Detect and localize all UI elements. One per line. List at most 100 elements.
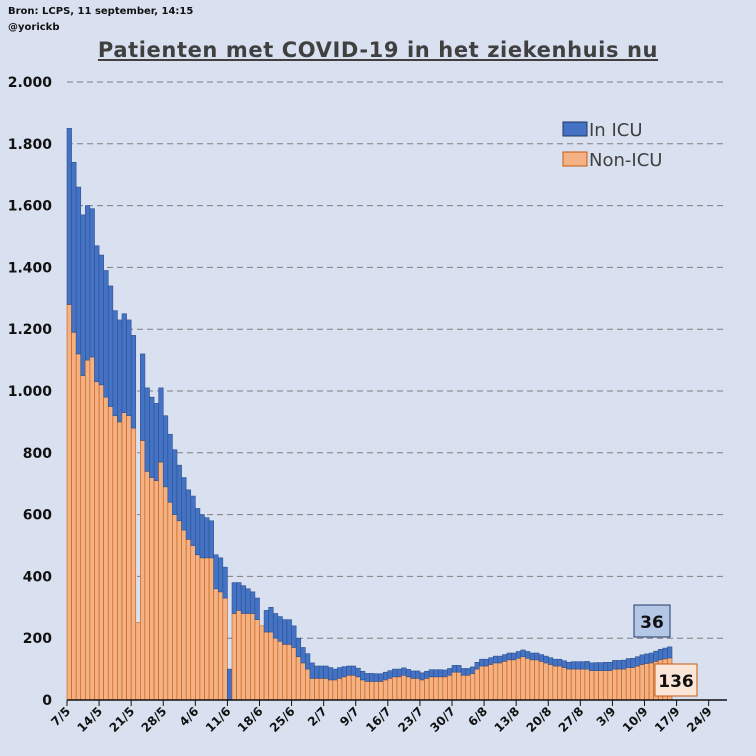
bar-non-icu	[529, 659, 535, 701]
bar-non-icu	[204, 557, 210, 701]
bar-non-icu	[153, 480, 159, 701]
bar-icu	[323, 665, 329, 679]
x-tick-label: 30/7	[427, 704, 458, 735]
bar-icu	[584, 661, 590, 670]
bar-non-icu	[525, 657, 531, 701]
bar-icu	[387, 670, 393, 679]
bar-non-icu	[71, 331, 77, 701]
bar-icu	[415, 670, 421, 679]
bar-icu	[506, 652, 512, 661]
latest-value-callouts: 36 136	[633, 604, 698, 697]
bar-icu	[75, 186, 82, 355]
bar-icu	[589, 662, 595, 671]
bar-icu	[208, 520, 214, 559]
bar-non-icu	[447, 674, 453, 701]
bar-icu	[277, 616, 283, 642]
bar-non-icu	[630, 667, 636, 701]
x-tick-label: 24/9	[684, 704, 715, 735]
bar-icu	[602, 662, 609, 671]
bar-icu	[639, 654, 645, 665]
bar-icu	[644, 653, 650, 664]
bar-icu	[190, 495, 196, 546]
bar-icu	[149, 396, 155, 478]
bar-icu	[447, 668, 453, 676]
bar-non-icu	[437, 676, 444, 701]
bar-non-icu	[607, 670, 613, 701]
bar-icu	[268, 606, 274, 633]
bar-non-icu	[341, 676, 347, 701]
bar-icu	[66, 128, 72, 305]
bar-icu	[424, 670, 430, 679]
bar-icu	[515, 651, 522, 659]
bar-non-icu	[405, 676, 412, 701]
bar-non-icu	[552, 665, 558, 701]
bar-non-icu	[295, 656, 302, 701]
y-tick-label: 1.200	[8, 322, 53, 338]
bar-non-icu	[282, 644, 288, 701]
bar-icu	[511, 652, 517, 661]
bar-non-icu	[263, 631, 269, 701]
bar-icu	[185, 489, 192, 540]
bar-icu	[667, 646, 673, 659]
bar-icu	[245, 588, 251, 614]
callout-box-icu	[633, 604, 671, 638]
bar-non-icu	[428, 676, 434, 701]
bar-non-icu	[433, 676, 439, 701]
bar-icu	[520, 649, 526, 658]
bar-icu	[465, 668, 471, 676]
bar-non-icu	[479, 665, 485, 701]
bar-non-icu	[451, 671, 457, 701]
bar-non-icu	[195, 554, 201, 701]
bar-non-icu	[217, 591, 224, 701]
bar-icu	[355, 667, 361, 678]
bar-non-icu	[419, 679, 425, 701]
x-tick-label: 18/6	[235, 704, 266, 735]
x-tick-label: 4/6	[177, 704, 202, 729]
bar-icu	[470, 666, 476, 675]
bar-non-icu	[570, 668, 577, 701]
bar-non-icu	[162, 486, 169, 701]
bar-icu	[557, 658, 563, 667]
bar-icu	[437, 669, 444, 678]
bar-non-icu	[323, 678, 329, 701]
bar-non-icu	[355, 676, 361, 701]
bar-icu	[337, 667, 343, 679]
bar-icu	[117, 319, 123, 423]
bar-non-icu	[117, 421, 123, 701]
bar-icu	[630, 657, 636, 668]
y-tick-label: 600	[23, 508, 52, 524]
bar-icu	[657, 649, 664, 661]
bar-non-icu	[158, 461, 164, 701]
bar-icu	[570, 661, 577, 670]
bar-non-icu	[534, 659, 540, 701]
bar-non-icu	[314, 678, 320, 701]
source-line: Bron: LCPS, 11 september, 14:15	[8, 6, 194, 17]
bar-non-icu	[167, 501, 173, 701]
callout-value-non-icu: 136	[658, 672, 694, 692]
y-tick-label: 1.800	[8, 137, 53, 153]
bar-non-icu	[470, 673, 476, 701]
bar-non-icu	[213, 588, 219, 701]
bar-non-icu	[350, 674, 357, 701]
bar-non-icu	[483, 665, 489, 701]
bar-non-icu	[497, 662, 503, 701]
bar-non-icu	[593, 670, 599, 701]
bar-icu	[538, 654, 544, 662]
legend-label-non-icu: Non-ICU	[589, 150, 662, 171]
bar-non-icu	[185, 539, 192, 701]
x-tick-label: 3/9	[594, 704, 619, 729]
bar-non-icu	[575, 668, 581, 701]
bar-icu	[456, 665, 462, 673]
bar-icu	[474, 662, 480, 670]
bar-icu	[580, 661, 586, 670]
bar-icu	[158, 387, 164, 463]
bar-non-icu	[502, 661, 508, 701]
x-tick-label: 20/8	[524, 704, 555, 735]
bar-icu	[428, 669, 434, 678]
bar-icu	[314, 665, 320, 679]
bar-non-icu	[176, 520, 182, 701]
bar-icu	[662, 647, 668, 660]
bar-icu	[107, 285, 114, 407]
bar-non-icu	[337, 678, 343, 701]
bar-non-icu	[190, 545, 196, 701]
